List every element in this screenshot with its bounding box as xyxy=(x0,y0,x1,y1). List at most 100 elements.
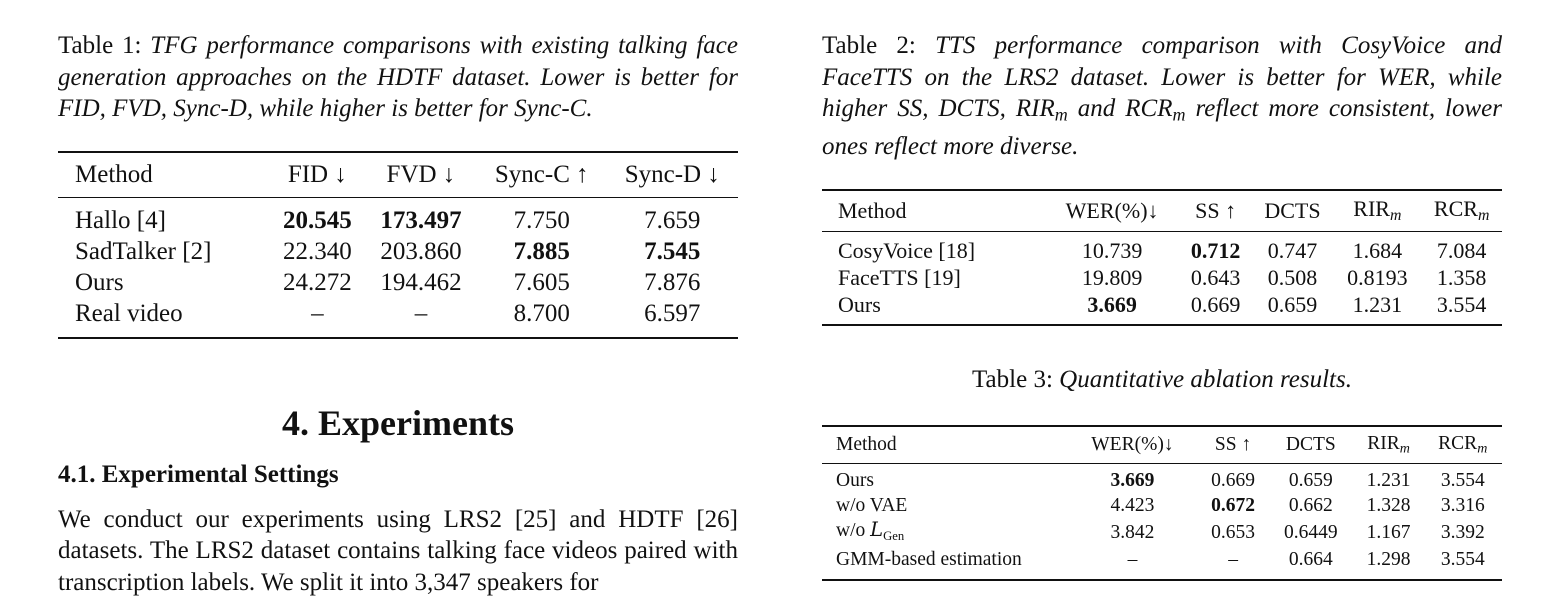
table-header-row: Method FID ↓ FVD ↓ Sync-C ↑ Sync-D ↓ xyxy=(58,151,738,198)
cell-best: 0.712 xyxy=(1190,237,1241,263)
cell-wo-lgen: w/o LGen xyxy=(836,518,905,543)
cell: 0.662 xyxy=(1288,494,1333,516)
col-header-ss: SS ↑ xyxy=(1198,426,1269,464)
cell: SadTalker [2] xyxy=(75,237,212,265)
table2-caption: Table 2: TTS performance comparison with… xyxy=(822,30,1502,163)
cell: 0.669 xyxy=(1211,470,1255,491)
cell: 1.358 xyxy=(1436,264,1487,290)
col-header-fvd: FVD ↓ xyxy=(364,151,478,198)
col-header-rcr: RCRm xyxy=(1423,426,1502,464)
table1-caption-text: TFG performance comparisons with existin… xyxy=(58,32,739,122)
col-header-ss: SS ↑ xyxy=(1179,189,1252,232)
cell-best: 7.545 xyxy=(644,237,701,265)
cell: 1.231 xyxy=(1352,291,1403,317)
col-header-dcts: DCTS xyxy=(1251,189,1334,232)
table-row: SadTalker [2] 22.340 203.860 7.885 7.545 xyxy=(58,236,738,267)
cell: 0.653 xyxy=(1211,521,1255,543)
table1: Method FID ↓ FVD ↓ Sync-C ↑ Sync-D ↓ Hal… xyxy=(58,150,738,339)
cell: 6.597 xyxy=(644,299,701,327)
col-header-wer: WER(%)↓ xyxy=(1044,189,1180,232)
table-row: FaceTTS [19] 19.809 0.643 0.508 0.8193 1… xyxy=(822,264,1502,291)
cell: 1.167 xyxy=(1366,521,1411,543)
col-header-wer: WER(%)↓ xyxy=(1066,426,1199,464)
cell: 10.739 xyxy=(1081,237,1143,263)
cell: w/o VAE xyxy=(836,494,908,516)
cell: 3.316 xyxy=(1440,494,1485,516)
right-column: Table 2: TTS performance comparison with… xyxy=(822,30,1502,581)
cell: 22.340 xyxy=(282,237,352,265)
cell: Ours xyxy=(838,291,881,317)
cell: 0.8193 xyxy=(1347,264,1408,290)
cell: 0.643 xyxy=(1190,264,1241,290)
cell: – xyxy=(414,299,428,327)
table1-caption-label: Table 1: xyxy=(58,32,142,59)
cell: 3.554 xyxy=(1436,291,1487,317)
section-title: 4. Experiments xyxy=(282,402,514,443)
cell-best: 3.669 xyxy=(1087,291,1137,317)
cell: – xyxy=(311,299,324,327)
cell: 0.747 xyxy=(1267,237,1318,263)
cell: 1.684 xyxy=(1352,237,1403,263)
col-header-method: Method xyxy=(822,426,1067,464)
table-row: Real video – – 8.700 6.597 xyxy=(58,298,738,338)
table1-caption: Table 1: TFG performance comparisons wit… xyxy=(58,30,738,125)
table-row: Ours 24.272 194.462 7.605 7.876 xyxy=(58,267,738,298)
cell: GMM-based estimation xyxy=(836,549,1022,571)
table-header-row: Method WER(%)↓ SS ↑ DCTS RIRm RCRm xyxy=(822,189,1502,232)
cell: Ours xyxy=(75,268,124,296)
table-row: Ours 3.669 0.669 0.659 1.231 3.554 xyxy=(822,291,1502,325)
table-row: GMM-based estimation – – 0.664 1.298 3.5… xyxy=(822,548,1502,580)
cell: 3.554 xyxy=(1440,470,1485,491)
cell: 8.700 xyxy=(513,299,570,327)
cell-best: 173.497 xyxy=(380,206,462,234)
cell: CosyVoice [18] xyxy=(838,237,976,263)
table2-caption-label: Table 2: xyxy=(822,32,916,59)
cell: 24.272 xyxy=(282,268,352,296)
table-row: Ours 3.669 0.669 0.659 1.231 3.554 xyxy=(822,464,1502,494)
table3-caption-label: Table 3: xyxy=(972,365,1053,393)
left-column: Table 1: TFG performance comparisons wit… xyxy=(58,30,738,598)
table-header-row: Method WER(%)↓ SS ↑ DCTS RIRm RCRm xyxy=(822,426,1502,464)
cell: 1.298 xyxy=(1366,549,1411,571)
cell: 7.876 xyxy=(644,268,701,296)
col-header-method: Method xyxy=(822,189,1045,232)
table3: Method WER(%)↓ SS ↑ DCTS RIRm RCRm Ours … xyxy=(822,425,1502,581)
col-header-rir: RIRm xyxy=(1333,189,1422,232)
cell: 0.664 xyxy=(1288,549,1333,571)
cell: Real video xyxy=(75,299,183,327)
subsection-title: 4.1. Experimental Settings xyxy=(58,460,339,488)
body-paragraph: We conduct our experiments using LRS2 [2… xyxy=(58,505,738,596)
col-header-fid: FID ↓ xyxy=(269,151,365,198)
col-header-sync-d: Sync-D ↓ xyxy=(606,151,738,198)
cell: 203.860 xyxy=(380,237,462,265)
table2-caption-text: TTS performance comparison with CosyVoic… xyxy=(822,32,1503,160)
cell: 0.508 xyxy=(1267,264,1318,290)
cell: 1.328 xyxy=(1366,494,1411,516)
cell: 3.554 xyxy=(1440,549,1485,571)
cell: 194.462 xyxy=(380,268,462,296)
cell: Ours xyxy=(836,470,874,491)
cell: 3.842 xyxy=(1110,521,1155,543)
col-header-dcts: DCTS xyxy=(1268,426,1354,464)
table2: Method WER(%)↓ SS ↑ DCTS RIRm RCRm CosyV… xyxy=(822,188,1502,326)
cell: 0.669 xyxy=(1190,291,1241,317)
table3-caption-text: Quantitative ablation results. xyxy=(1059,365,1352,393)
cell: 4.423 xyxy=(1110,494,1155,516)
cell: 0.6449 xyxy=(1283,521,1338,543)
cell: 1.231 xyxy=(1366,470,1411,491)
cell: FaceTTS [19] xyxy=(838,264,961,290)
cell: 0.659 xyxy=(1267,291,1318,317)
col-header-method: Method xyxy=(58,151,270,198)
table-row: Hallo [4] 20.545 173.497 7.750 7.659 xyxy=(58,197,738,236)
col-header-rir: RIRm xyxy=(1353,426,1424,464)
cell: – xyxy=(1127,549,1138,571)
table3-caption: Table 3: Quantitative ablation results. xyxy=(822,364,1502,396)
col-header-rcr: RCRm xyxy=(1421,189,1502,232)
cell: 3.392 xyxy=(1440,521,1485,543)
cell: 7.659 xyxy=(644,206,701,234)
cell: 7.750 xyxy=(513,206,570,234)
table-row: w/o VAE 4.423 0.672 0.662 1.328 3.316 xyxy=(822,494,1502,519)
cell: 7.084 xyxy=(1436,237,1487,263)
cell-best: 0.672 xyxy=(1211,494,1255,516)
cell: – xyxy=(1228,549,1238,571)
